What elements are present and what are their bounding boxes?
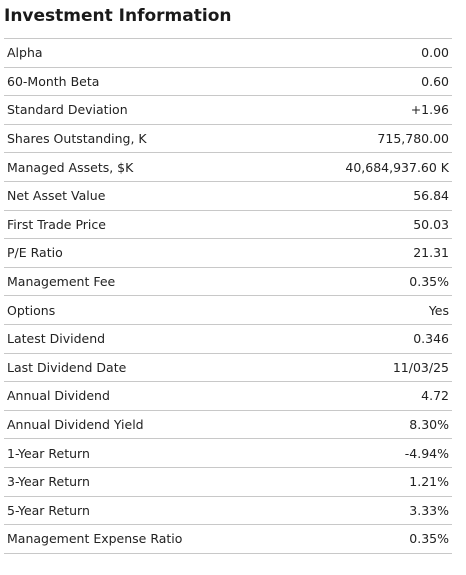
row-value: 0.35% — [283, 524, 452, 554]
row-label: Managed Assets, $K — [4, 152, 284, 182]
info-row: Management Fee 0.35% — [4, 267, 452, 297]
row-label: 1-Year Return — [4, 438, 284, 468]
row-value: 4.72 — [283, 381, 452, 411]
row-label: Annual Dividend Yield — [4, 410, 284, 440]
row-value: 715,780.00 — [283, 124, 452, 154]
row-label: First Trade Price — [4, 210, 284, 240]
info-row: Options Yes — [4, 295, 452, 325]
row-value: 0.35% — [283, 267, 452, 297]
row-value: -4.94% — [283, 438, 452, 468]
row-value: 8.30% — [283, 410, 452, 440]
row-label: Latest Dividend — [4, 324, 284, 354]
info-row: Net Asset Value 56.84 — [4, 181, 452, 211]
row-label: Options — [4, 295, 284, 325]
row-value: 1.21% — [283, 467, 452, 497]
row-value: 11/03/25 — [283, 353, 452, 383]
row-label: 3-Year Return — [4, 467, 284, 497]
row-value: +1.96 — [283, 95, 452, 125]
info-row: Annual Dividend 4.72 — [4, 381, 452, 411]
row-value: 0.346 — [283, 324, 452, 354]
info-row: 60-Month Beta 0.60 — [4, 67, 452, 97]
row-value: 0.00 — [283, 38, 452, 68]
row-value: 3.33% — [283, 496, 452, 526]
info-row: Latest Dividend 0.346 — [4, 324, 452, 354]
row-label: Management Fee — [4, 267, 284, 297]
row-label: 60-Month Beta — [4, 67, 284, 97]
info-row: Shares Outstanding, K 715,780.00 — [4, 124, 452, 154]
row-value: 0.60 — [283, 67, 452, 97]
row-value: 50.03 — [283, 210, 452, 240]
info-table: Alpha 0.00 60-Month Beta 0.60 Standard Devia… — [4, 38, 452, 554]
row-label: Net Asset Value — [4, 181, 284, 211]
info-row: 3-Year Return 1.21% — [4, 467, 452, 497]
info-row: Alpha 0.00 — [4, 38, 452, 68]
info-row: P/E Ratio 21.31 — [4, 238, 452, 268]
info-row: Last Dividend Date 11/03/25 — [4, 353, 452, 383]
row-value: 21.31 — [283, 238, 452, 268]
row-label: Alpha — [4, 38, 284, 68]
info-row: 1-Year Return -4.94% — [4, 438, 452, 468]
info-row: Managed Assets, $K 40,684,937.60 K — [4, 152, 452, 182]
row-label: Shares Outstanding, K — [4, 124, 284, 154]
info-row: Annual Dividend Yield 8.30% — [4, 410, 452, 440]
info-row: First Trade Price 50.03 — [4, 210, 452, 240]
row-label: Last Dividend Date — [4, 353, 284, 383]
row-label: Annual Dividend — [4, 381, 284, 411]
row-value: 40,684,937.60 K — [283, 152, 452, 182]
row-value: 56.84 — [283, 181, 452, 211]
row-label: Standard Deviation — [4, 95, 284, 125]
row-label: 5-Year Return — [4, 496, 284, 526]
panel-title: Investment Information — [4, 6, 232, 26]
info-row: Standard Deviation +1.96 — [4, 95, 452, 125]
row-value: Yes — [283, 295, 452, 325]
info-row: Management Expense Ratio 0.35% — [4, 524, 452, 554]
row-label: P/E Ratio — [4, 238, 284, 268]
info-row: 5-Year Return 3.33% — [4, 496, 452, 526]
row-label: Management Expense Ratio — [4, 524, 284, 554]
